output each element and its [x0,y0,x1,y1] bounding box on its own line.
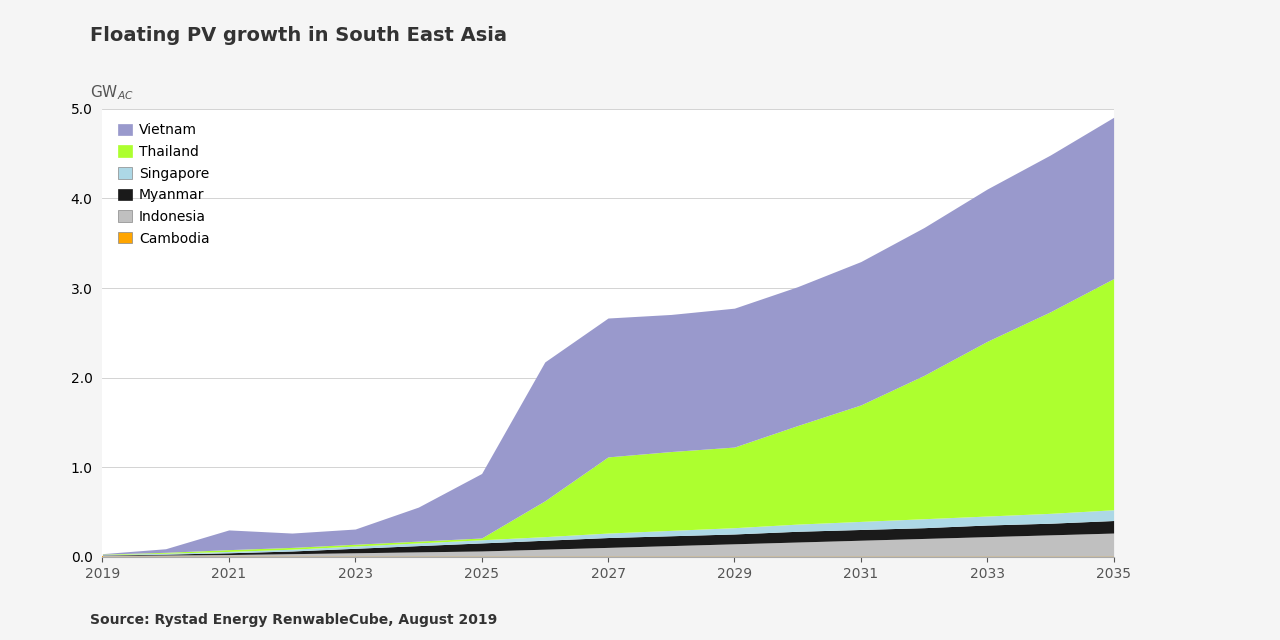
Text: Source: Rystad Energy RenwableCube, August 2019: Source: Rystad Energy RenwableCube, Augu… [90,613,497,627]
Legend: Vietnam, Thailand, Singapore, Myanmar, Indonesia, Cambodia: Vietnam, Thailand, Singapore, Myanmar, I… [113,118,215,251]
Text: Floating PV growth in South East Asia: Floating PV growth in South East Asia [90,26,507,45]
Text: GW$_{AC}$: GW$_{AC}$ [90,83,133,102]
